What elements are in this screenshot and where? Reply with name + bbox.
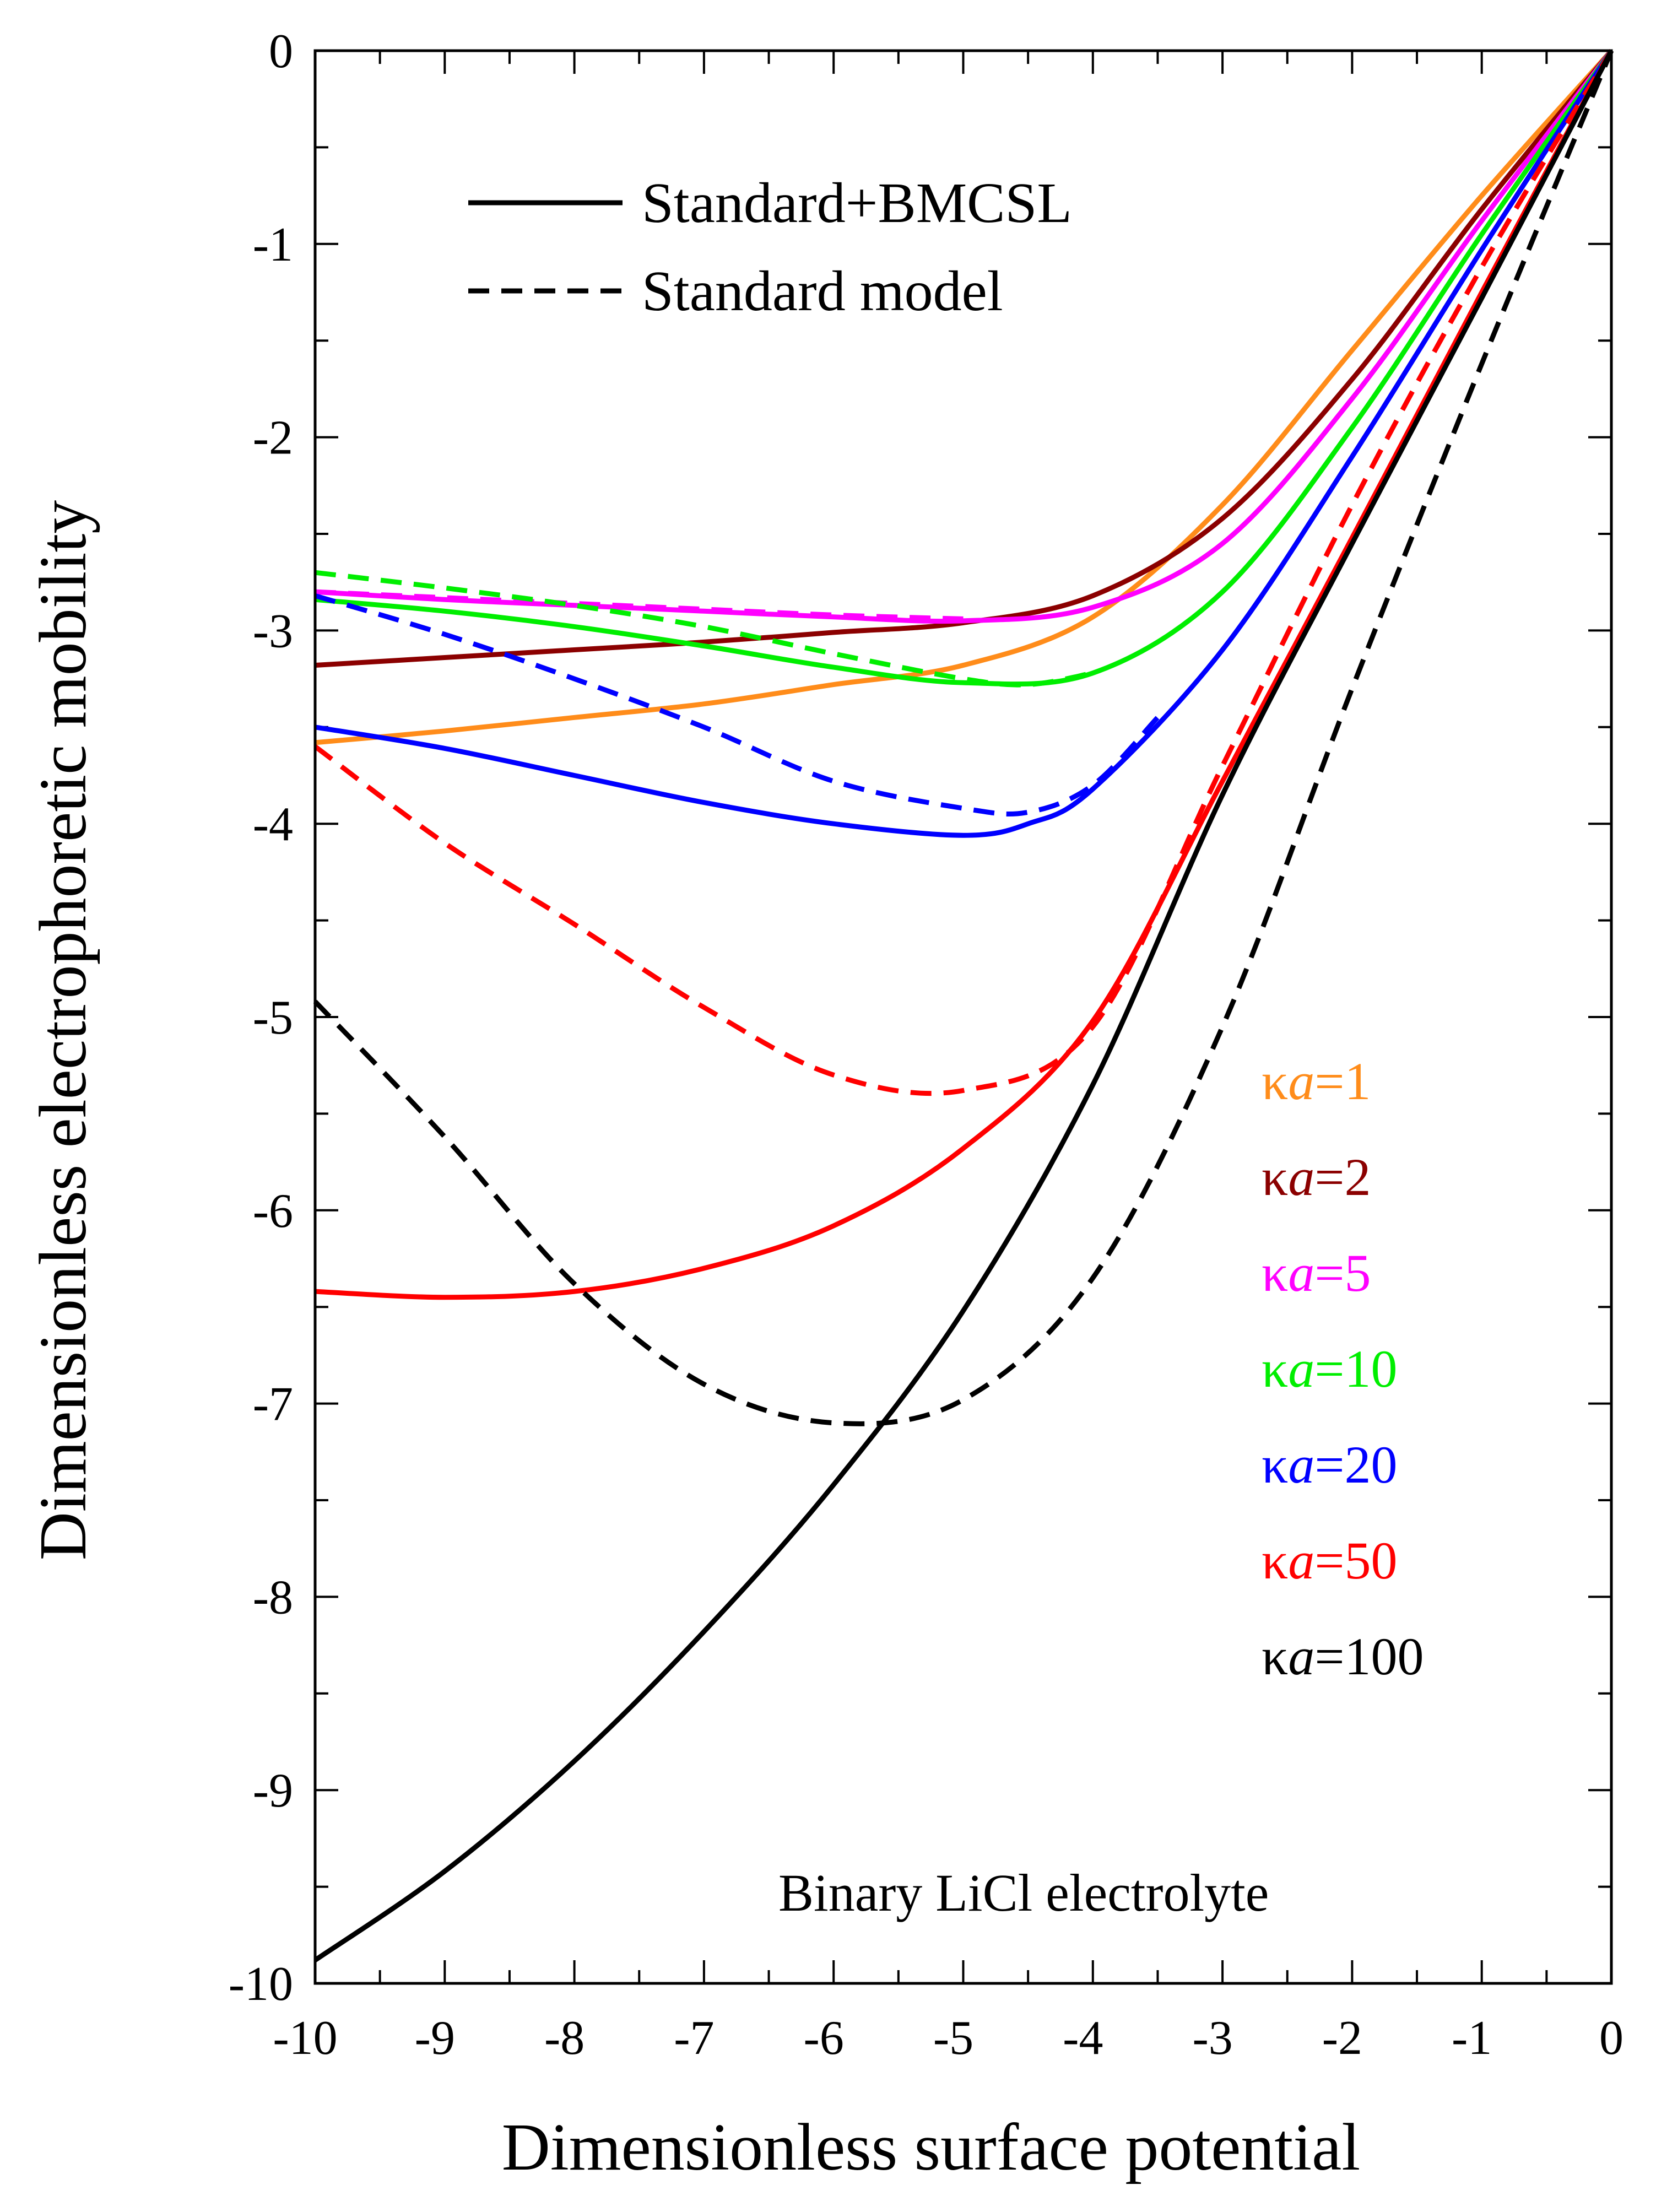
y-tick-label: -5 [253, 991, 293, 1045]
ka-label-100: κa=100 [1262, 1627, 1424, 1686]
x-tick-label: -6 [804, 2011, 844, 2065]
series-ka100-bmcsl-line [313, 49, 1614, 1962]
series-ka10-bmcsl-line [315, 49, 1614, 687]
x-tick-label: -9 [415, 2011, 455, 2065]
ka-label-10: κa=10 [1262, 1339, 1398, 1398]
ka-label-20: κa=20 [1262, 1435, 1398, 1494]
plot-frame [313, 49, 1613, 1985]
x-tick-label: -2 [1322, 2011, 1362, 2065]
ka-series-labels: κa=1 κa=2 κa=5 κa=10 κa=20 κa=50 κa=100 [1262, 1052, 1424, 1686]
y-tick-label: -1 [253, 218, 293, 272]
series-ka50-bmcsl-line [315, 49, 1614, 1300]
y-tick-label: -6 [253, 1185, 293, 1238]
y-tick-label: -8 [253, 1571, 293, 1624]
axis-ticks [314, 50, 1612, 1984]
x-tick-label: -3 [1192, 2011, 1232, 2065]
legend-dashed-label: Standard model [642, 259, 1003, 323]
y-tick-label: 0 [269, 25, 293, 78]
y-tick-label: -2 [253, 412, 293, 465]
series-ka50-standard-line [313, 49, 1614, 1096]
y-tick-label: -3 [253, 604, 293, 658]
y-tick-label: -10 [229, 1957, 293, 2011]
x-tick-label: -5 [933, 2011, 973, 2065]
legend-solid-label: Standard+BMCSL [642, 171, 1072, 235]
ka-label-1: κa=1 [1262, 1052, 1371, 1111]
y-tick-label: -7 [253, 1378, 293, 1431]
x-tick-label: -4 [1063, 2011, 1103, 2065]
series-ka10-standard-line [315, 570, 1094, 688]
x-tick-label: -8 [544, 2011, 585, 2065]
ka-label-50: κa=50 [1262, 1531, 1398, 1590]
y-axis-title: Dimensionless electrophoretic mobility [26, 500, 100, 1560]
series-ka1-bmcsl-line [315, 48, 1614, 745]
tick-labels: -10 -9 -8 -7 -6 -5 -4 -3 -2 -1 00-1-2-3-4-5-6-7-8-… [229, 25, 1623, 2065]
y-tick-label: -9 [253, 1764, 293, 1818]
ka-label-2: κa=2 [1262, 1148, 1371, 1207]
series-ka20-bmcsl-line [315, 49, 1614, 838]
x-tick-label: 0 [1599, 2011, 1623, 2065]
electrolyte-annotation: Binary LiCl electrolyte [778, 1863, 1269, 1922]
y-tick-label: -4 [253, 798, 293, 851]
x-tick-label: -1 [1452, 2011, 1492, 2065]
ka-label-5: κa=5 [1262, 1243, 1371, 1302]
x-tick-label: -7 [674, 2011, 714, 2065]
x-axis-title: Dimensionless surface potential [502, 2110, 1360, 2184]
x-tick-label: -10 [273, 2011, 337, 2065]
series-ka20-standard-line [314, 593, 1160, 817]
line-style-legend: Standard+BMCSL Standard model [468, 171, 1072, 323]
series-layer [313, 48, 1614, 1962]
series-ka100-standard-line [313, 50, 1614, 1426]
